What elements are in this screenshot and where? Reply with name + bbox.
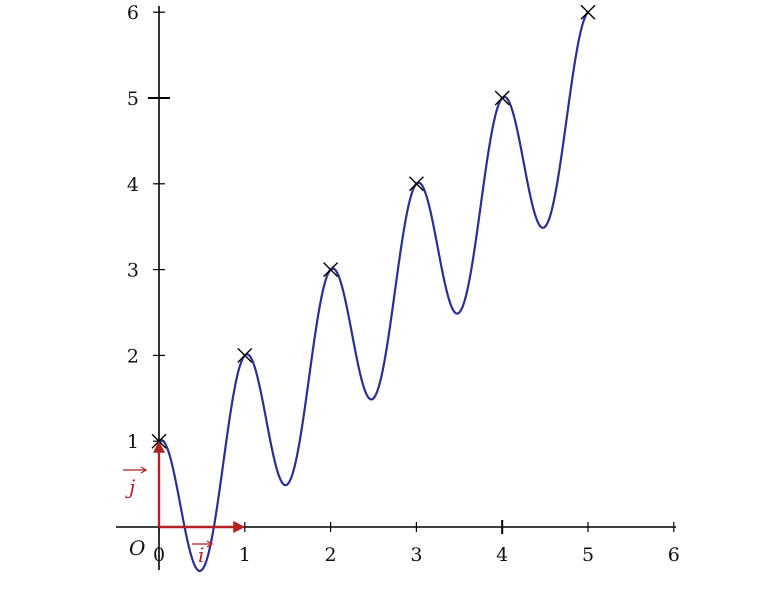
cross-markers [151, 4, 596, 449]
y-tick-label: 4 [127, 174, 139, 196]
curve-line [158, 11, 589, 573]
vector-j-label: j [125, 475, 135, 499]
cross-marker [494, 90, 510, 106]
vector-i-label-group: i [192, 540, 214, 567]
cross-marker [323, 262, 339, 278]
y-tick-label: 2 [127, 345, 139, 367]
y-tick-label: 5 [127, 88, 139, 110]
x-tick-label: 1 [239, 544, 251, 566]
x-tick-label: 0 [153, 544, 165, 566]
vector-j-label-group: j [123, 466, 148, 499]
y-tick-label: 3 [127, 260, 139, 282]
x-tick-label: 6 [668, 544, 680, 566]
y-tick-label: 6 [127, 2, 139, 24]
origin-label: O [129, 536, 145, 560]
cross-marker [408, 176, 424, 192]
y-tick-label: 1 [127, 431, 139, 453]
vector-i-label: i [198, 543, 204, 567]
axis-ticks: 0 1 2 3 4 5 6 1 2 3 4 5 6 [127, 2, 680, 566]
x-tick-label: 5 [582, 544, 594, 566]
x-tick-label: 3 [410, 544, 422, 566]
x-tick-label: 2 [325, 544, 337, 566]
cross-marker [237, 347, 253, 363]
vector-j-overarrow-head [140, 466, 148, 474]
cross-marker [580, 4, 596, 20]
vector-i-overarrow-head [206, 540, 214, 548]
x-tick-label: 4 [496, 544, 508, 566]
